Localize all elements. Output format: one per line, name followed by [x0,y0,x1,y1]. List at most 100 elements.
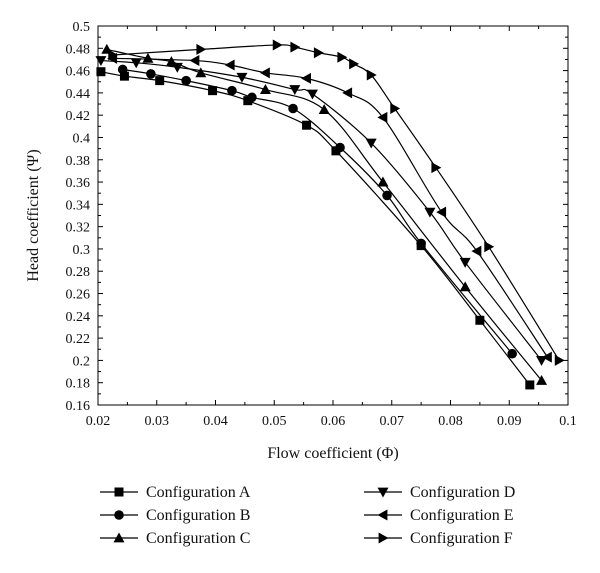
y-tick-label: 0.38 [66,154,91,169]
x-tick-label: 0.05 [262,414,287,429]
series-2 [101,43,548,385]
legend-marker [377,509,388,521]
series-layer [95,39,565,390]
data-point [459,257,471,268]
x-tick-label: 0.04 [203,414,228,429]
y-tick-label: 0.4 [73,131,91,146]
data-point [96,67,106,77]
data-point [181,75,191,86]
legend-marker [377,487,389,498]
data-point [416,238,426,249]
data-point [236,72,248,83]
legend-item: Configuration D [364,484,515,501]
data-point [471,245,482,257]
data-point [377,176,389,187]
legend-marker [114,487,124,497]
data-point [195,67,207,78]
y-tick-label: 0.42 [66,109,91,124]
data-point [289,85,301,96]
x-tick-label: 0.1 [559,414,577,429]
legend-item: Configuration E [364,507,514,524]
x-tick-label: 0.02 [86,414,111,429]
data-point [342,87,353,99]
series-5 [108,39,565,366]
data-point [337,51,348,63]
series-line [100,71,531,386]
data-point [301,72,311,84]
x-tick-label: 0.06 [321,414,346,429]
legend-marker [113,532,125,543]
y-tick-label: 0.28 [66,265,91,280]
x-tick-label: 0.07 [380,414,405,429]
data-point [536,374,548,385]
data-point [536,356,548,366]
x-axis-title: Flow coefficient (Φ) [267,445,398,462]
legend-label: Configuration C [146,530,250,547]
y-tick-label: 0.16 [66,399,91,414]
y-tick-label: 0.36 [66,176,91,191]
y-tick-label: 0.34 [66,198,91,213]
legend-marker [378,532,389,544]
legend-item: Configuration A [100,484,251,501]
data-point [95,56,107,67]
data-point [117,64,128,75]
legend-item: Configuration C [100,530,250,547]
data-point [313,47,324,59]
y-tick-label: 0.5 [73,20,91,35]
data-point [349,58,360,70]
y-tick-label: 0.18 [66,377,91,392]
data-point [475,315,485,325]
x-tick-label: 0.09 [497,414,522,429]
y-tick-label: 0.44 [66,87,91,102]
data-point [541,351,552,363]
data-point [227,85,237,96]
data-point [484,241,495,253]
x-tick-label: 0.03 [145,414,170,429]
data-point [318,104,330,115]
legend-label: Configuration B [146,507,250,524]
data-point [366,69,377,81]
data-point [189,55,200,67]
series-3 [95,56,548,366]
data-point [554,354,565,366]
series-1 [117,64,517,359]
data-point [146,69,156,79]
legend-item: Configuration F [364,530,513,547]
data-point [306,89,318,100]
series-line [122,68,513,355]
y-tick-label: 0.48 [66,42,91,57]
data-point [436,206,447,218]
y-tick-label: 0.46 [66,65,91,80]
data-point [335,142,345,153]
data-point [302,120,312,130]
y-axis-title: Head coefficient (Ψ) [25,149,42,281]
legend-item: Configuration B [100,507,250,524]
data-point [424,207,436,218]
data-point [108,49,119,61]
data-point [272,39,283,51]
data-point [155,76,165,86]
y-tick-label: 0.22 [66,332,91,347]
y-tick-label: 0.3 [73,243,91,258]
series-line [112,44,560,361]
x-tick-label: 0.08 [438,414,463,429]
axes: 0.02 0.03 0.04 0.05 0.06 0.07 0.08 0.09 0.1 0.16 0… [66,20,577,429]
legend-label: Configuration E [410,507,514,524]
y-tick-label: 0.26 [66,288,91,303]
series-4 [107,52,552,363]
series-0 [96,67,535,390]
data-point [247,92,257,103]
data-point [259,84,271,94]
legend: Configuration A Configuration B Configurat… [100,484,515,547]
data-point [259,67,270,79]
data-point [365,138,377,149]
data-point [171,62,183,73]
data-point [377,111,388,123]
data-point [243,96,253,106]
series-line [106,48,543,381]
data-point [119,71,129,81]
data-point [390,102,401,114]
data-point [382,190,392,201]
data-point [142,52,154,63]
